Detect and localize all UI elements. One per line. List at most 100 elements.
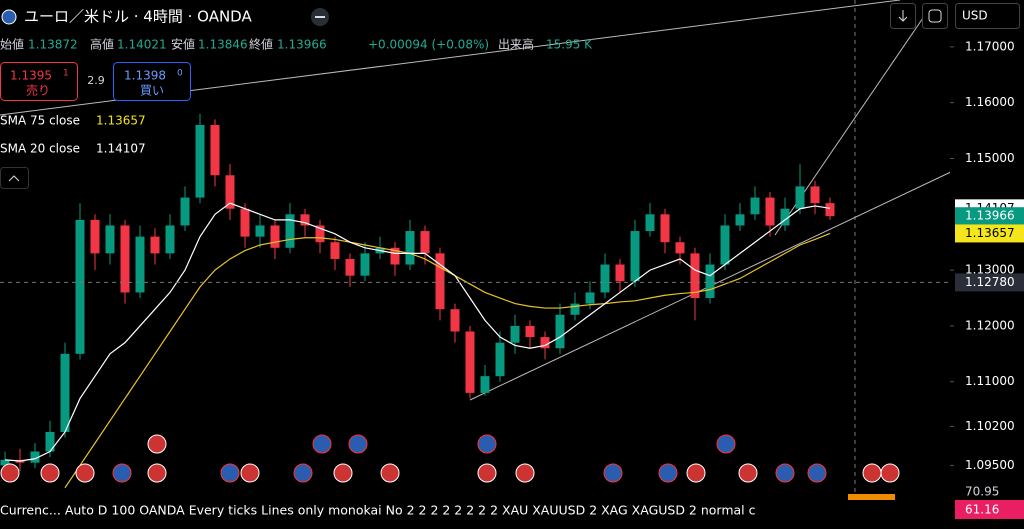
legend-value: 1.13657 bbox=[96, 114, 146, 128]
collapse-button[interactable] bbox=[0, 167, 29, 189]
footer-marker bbox=[848, 494, 895, 500]
candle-body bbox=[345, 258, 355, 276]
flag-icon bbox=[658, 463, 678, 483]
volume-value: 15.95 K bbox=[546, 38, 593, 52]
sell-label: 売り bbox=[26, 83, 50, 98]
flag-icon bbox=[686, 463, 706, 483]
buy-pip: 0 bbox=[177, 69, 183, 79]
legend-value: 1.14107 bbox=[96, 142, 146, 156]
candle-body bbox=[795, 186, 805, 209]
candle-body bbox=[195, 125, 205, 198]
price-axis bbox=[950, 0, 1024, 495]
sma-line bbox=[64, 232, 831, 489]
candle-body bbox=[705, 264, 715, 299]
candle-body bbox=[720, 225, 730, 265]
reset-button[interactable] bbox=[922, 3, 948, 29]
flag-icon bbox=[75, 463, 95, 483]
y-tick-label: 1.09500 bbox=[965, 458, 1015, 472]
candle-body bbox=[300, 214, 310, 226]
candle-body bbox=[465, 331, 475, 393]
legend-name: SMA 75 close bbox=[0, 114, 80, 128]
flag-icon bbox=[220, 463, 240, 483]
flag-icon bbox=[515, 463, 535, 483]
sell-button[interactable] bbox=[0, 62, 78, 101]
candle-body bbox=[150, 236, 160, 254]
candle-body bbox=[630, 231, 640, 282]
candle-body bbox=[780, 208, 790, 226]
open-label: 始値 bbox=[0, 37, 24, 52]
candle-body bbox=[120, 225, 130, 293]
flag-icon bbox=[807, 463, 827, 483]
change-value: +0.00094 (+0.08%) bbox=[368, 38, 489, 52]
flag-icon bbox=[312, 434, 332, 454]
candle-body bbox=[45, 431, 55, 452]
candle-body bbox=[405, 231, 415, 265]
price-badge-label: 1.13966 bbox=[965, 209, 1015, 223]
candle-body bbox=[165, 225, 175, 254]
candle-body bbox=[90, 219, 100, 254]
flag-icon bbox=[380, 463, 400, 483]
candle-body bbox=[690, 253, 700, 299]
price-badge bbox=[955, 224, 1024, 243]
candle-body bbox=[600, 264, 610, 293]
flag-icon bbox=[147, 434, 167, 454]
candle-body bbox=[180, 197, 190, 226]
indicator-badge bbox=[955, 500, 1024, 519]
price-badge-label: 1.13657 bbox=[965, 226, 1015, 240]
hide-icon bbox=[315, 16, 325, 18]
event-icons bbox=[0, 434, 900, 483]
high-label: 高値 bbox=[90, 37, 114, 52]
candle-body bbox=[255, 225, 265, 237]
candle-body bbox=[525, 325, 535, 338]
candle-body bbox=[480, 376, 490, 393]
open-value: 1.13872 bbox=[28, 38, 78, 52]
price-badge bbox=[955, 207, 1024, 226]
y-tick-label: 1.10200 bbox=[965, 419, 1015, 433]
candle-body bbox=[330, 242, 340, 259]
flag-icon bbox=[603, 463, 623, 483]
buy-price: 1.1398 bbox=[124, 69, 166, 83]
currency-label: USD bbox=[962, 9, 988, 23]
candle-body bbox=[105, 225, 115, 254]
price-badge bbox=[955, 273, 1024, 292]
candle-body bbox=[270, 225, 280, 248]
candle-body bbox=[315, 225, 325, 243]
candle-body bbox=[825, 203, 835, 217]
candle-body bbox=[420, 231, 430, 254]
flag-icon bbox=[477, 434, 497, 454]
flag-icon bbox=[716, 434, 736, 454]
candle-body bbox=[765, 197, 775, 226]
candle-body bbox=[555, 314, 565, 349]
flag-icon bbox=[477, 463, 497, 483]
buy-button[interactable] bbox=[113, 62, 191, 101]
volume-label: 出来高 bbox=[498, 37, 534, 52]
flag-icon bbox=[0, 463, 20, 483]
flag-icon bbox=[240, 463, 260, 483]
candle-body bbox=[645, 214, 655, 232]
symbol-flag bbox=[1, 9, 17, 25]
buy-label: 買い bbox=[140, 84, 164, 98]
candle-body bbox=[285, 214, 295, 248]
flag-icon bbox=[147, 463, 167, 483]
y-tick-label: 1.17000 bbox=[965, 39, 1015, 53]
reset-icon bbox=[928, 9, 942, 23]
sma-line bbox=[4, 202, 831, 462]
flag-icon bbox=[738, 463, 758, 483]
flag-icon bbox=[862, 463, 882, 483]
y-tick-label: 1.12000 bbox=[965, 318, 1015, 332]
flag-icon bbox=[293, 463, 313, 483]
candle-body bbox=[675, 242, 685, 254]
flag-icon bbox=[880, 463, 900, 483]
currency-select[interactable] bbox=[955, 3, 1020, 29]
flag-icon bbox=[333, 463, 353, 483]
close-value: 1.13966 bbox=[277, 38, 327, 52]
candle-body bbox=[0, 459, 10, 466]
candle-body bbox=[225, 175, 235, 209]
price-axis-labels: 1.17000 1.16000 1.15000 1.13000 1.12000 1.110… bbox=[950, 39, 1024, 472]
candle-body bbox=[540, 337, 550, 349]
price-badge-label: 1.12780 bbox=[965, 275, 1015, 289]
candle-body bbox=[30, 451, 40, 463]
y-tick-label: 1.13000 bbox=[965, 263, 1015, 277]
flag-icon bbox=[348, 434, 368, 454]
